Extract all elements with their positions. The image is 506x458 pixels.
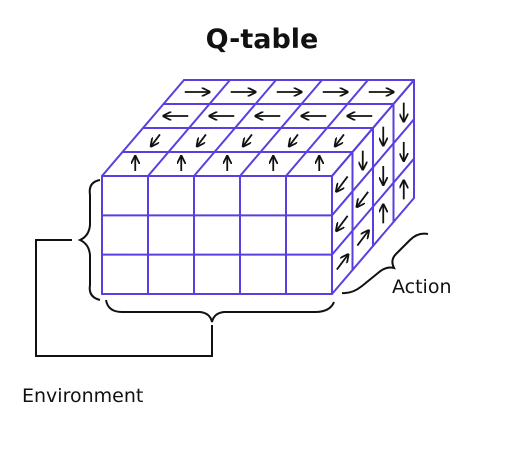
action-brace — [341, 232, 429, 295]
cube-grid — [101, 79, 415, 295]
side-arrow — [357, 191, 369, 206]
action-label: Action — [392, 276, 452, 298]
side-arrow — [337, 215, 349, 230]
top-arrow — [290, 133, 299, 145]
side-arrow — [336, 255, 348, 271]
environment-label: Environment — [22, 385, 143, 407]
top-arrow — [244, 133, 253, 145]
side-arrow — [337, 175, 349, 190]
columns-brace — [105, 299, 335, 323]
side-grid-line — [331, 157, 415, 256]
cube-arrows — [135, 92, 404, 271]
side-grid-line — [331, 118, 415, 217]
diagram-title: Q-table — [206, 24, 319, 55]
side-grid-line — [331, 79, 415, 177]
environment-connector — [35, 239, 213, 357]
top-arrow — [198, 133, 207, 145]
top-arrow — [152, 133, 161, 145]
side-arrow — [356, 231, 368, 247]
top-arrow — [336, 133, 345, 145]
side-grid-line — [331, 197, 415, 295]
rows-brace — [77, 179, 101, 301]
